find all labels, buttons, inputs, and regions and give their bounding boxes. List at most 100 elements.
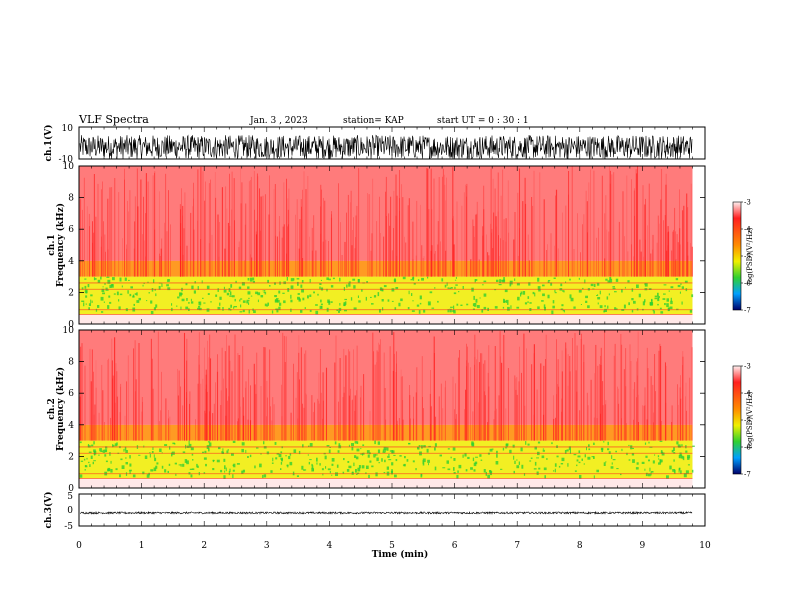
spec2-speckle: [593, 442, 595, 445]
spec2-speckle: [100, 450, 103, 452]
spec2-speckle: [588, 444, 590, 447]
spec1-speckle: [193, 290, 196, 294]
spec1-speckle: [219, 296, 222, 300]
spec2-speckle: [527, 443, 530, 446]
spec2-speckle: [356, 441, 359, 444]
spec2-speckle: [112, 445, 115, 447]
spec1-speckle: [573, 306, 576, 309]
spec1-speckle: [628, 302, 630, 306]
spec1-speckle: [255, 291, 258, 295]
spec2-speckle: [386, 466, 389, 470]
cb2-label-1: -4: [744, 390, 751, 398]
spec1-speckle: [547, 294, 550, 299]
spec2-speckle: [311, 463, 313, 466]
spec1-speckle: [561, 304, 564, 307]
spec2-speckle: [129, 463, 132, 467]
spec1-speckle: [191, 301, 194, 304]
spec1-speckle: [398, 302, 401, 307]
spec2-speckle: [116, 442, 118, 446]
spec2-speckle: [556, 455, 559, 458]
spec2-speckle: [450, 456, 452, 459]
spec2-speckle: [648, 441, 650, 444]
spec1-speckle: [631, 298, 634, 301]
spec2-speckle: [87, 445, 91, 448]
spec1-speckle: [198, 301, 202, 306]
spec1-speckle: [298, 297, 300, 301]
spec2-speckle: [399, 455, 402, 457]
spec1-speckle: [242, 300, 246, 303]
spec1-speckle: [597, 294, 599, 296]
spec1-speckle: [250, 295, 253, 297]
spec2-speckle: [536, 471, 539, 475]
spec1-speckle: [136, 300, 140, 303]
spec1-speckle: [569, 294, 572, 299]
spec1-speckle: [151, 288, 154, 292]
spec1-speckle: [352, 278, 356, 281]
spec1-speckle: [411, 293, 413, 296]
spec1-speckle: [517, 296, 520, 301]
spec2-speckle: [182, 463, 185, 467]
spec2-speckle: [628, 459, 631, 461]
spec1-speckle: [290, 294, 292, 299]
spec1-speckle: [233, 306, 235, 309]
spec2-speckle: [489, 470, 492, 473]
spec2-speckle: [91, 444, 94, 447]
spec1-speckle: [108, 295, 111, 298]
spec1-speckle: [267, 279, 269, 283]
spec2-speckle: [677, 444, 681, 448]
spec2-speckle: [390, 470, 393, 475]
spec1-speckle: [624, 286, 626, 289]
spec1-speckle: [453, 305, 455, 310]
spec1-speckle: [483, 280, 487, 283]
xtick-label-2: 2: [201, 541, 207, 551]
spec1-speckle: [290, 308, 292, 312]
spec2-speckle: [84, 469, 86, 471]
spec1-speckle: [371, 303, 374, 305]
spec2-speckle: [353, 462, 355, 467]
spec1-speckle: [441, 278, 444, 282]
spec1-yt-label-3: 6: [68, 225, 74, 235]
spec2-speckle: [491, 471, 493, 473]
spec1-speckle: [191, 285, 194, 290]
spec1-speckle: [358, 300, 361, 303]
spec1-speckle: [524, 302, 528, 305]
spec1-speckle: [290, 285, 294, 289]
spec2-speckle: [289, 461, 293, 466]
spec1-speckle: [569, 278, 571, 281]
spec1-speckle: [604, 305, 606, 308]
spec1-speckle: [503, 277, 505, 282]
spec2-speckle: [104, 454, 107, 457]
spec2-speckle: [227, 449, 229, 451]
cb2-label-4: -7: [744, 471, 751, 479]
spec1-speckle: [437, 300, 439, 303]
spec2-speckle: [316, 462, 318, 465]
spec2-speckle: [607, 441, 609, 446]
spec1-speckle: [580, 304, 582, 305]
spec1-speckle: [542, 293, 545, 297]
spec1-speckle: [263, 291, 267, 293]
spec1-speckle: [597, 302, 599, 305]
spec1-speckle: [562, 290, 564, 292]
ch1-ylabel: ch.1(V): [43, 125, 54, 162]
spec1-speckle: [106, 276, 110, 278]
spec1-speckle: [90, 294, 93, 297]
spec2-speckle: [346, 469, 350, 472]
spec1-speckle: [309, 309, 312, 312]
spec1-speckle: [377, 292, 380, 297]
spec1-speckle: [638, 293, 641, 298]
spec2-speckle: [603, 462, 606, 466]
spec1-speckle: [85, 295, 88, 298]
spec2-speckle: [404, 456, 406, 459]
spec1-speckle: [689, 309, 693, 313]
spec1-speckle: [286, 277, 288, 281]
spec2-speckle: [480, 459, 483, 461]
spec2-speckle: [447, 448, 450, 450]
spec2-speckle: [375, 454, 378, 456]
spec2-speckle: [496, 454, 498, 458]
spec1-speckle: [317, 293, 319, 296]
time-axis-ticks: 0 1 2 3 4 5 6 7 8 9 10: [76, 127, 711, 551]
spec2-speckle: [207, 441, 211, 443]
spec2-speckle: [289, 453, 292, 456]
spec1-speckle: [101, 288, 105, 292]
cb2-label-2: -5: [744, 417, 751, 425]
